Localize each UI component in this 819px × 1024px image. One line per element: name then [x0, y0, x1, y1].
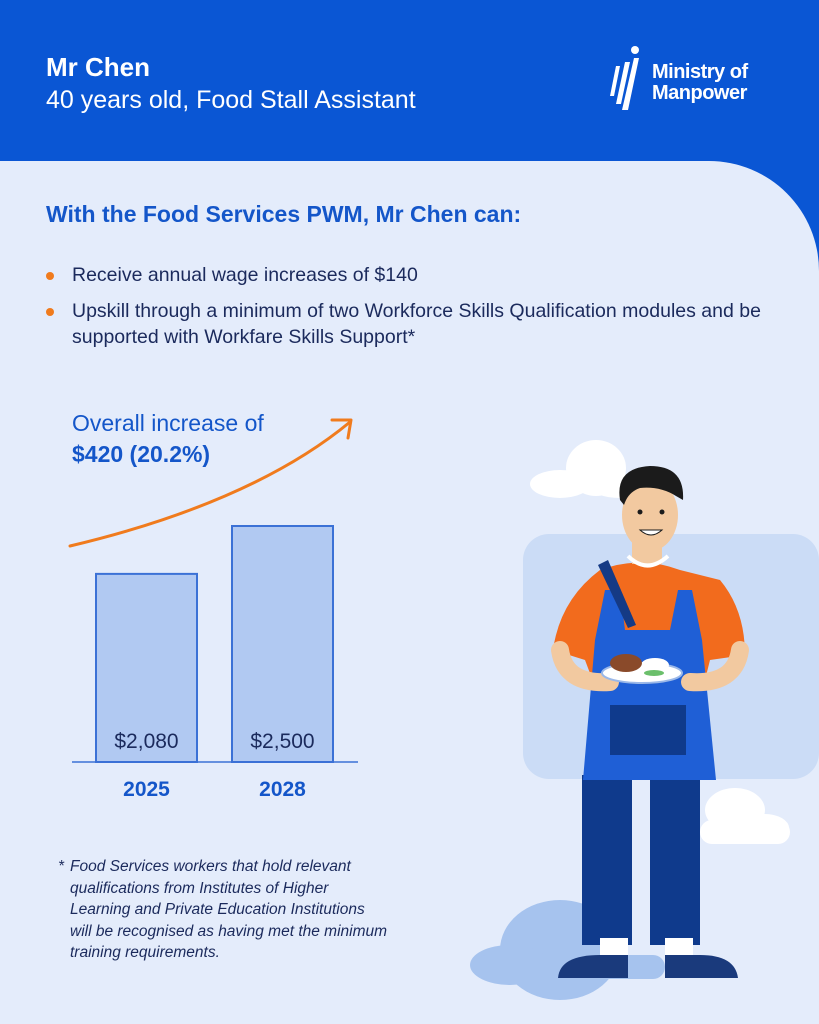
list-item: Upskill through a minimum of two Workfor… [46, 298, 786, 350]
growth-arrowhead [330, 418, 353, 440]
person-name: Mr Chen [46, 52, 150, 82]
benefit-list: Receive annual wage increases of $140 Up… [46, 262, 786, 360]
cloud-icon [470, 900, 665, 1000]
food-stall-worker-illustration [470, 440, 819, 1000]
mom-logo-mark-icon [610, 46, 639, 110]
mom-logo: Ministry of Manpower [606, 44, 776, 114]
bar-value-label: $2,080 [114, 730, 178, 753]
person-subtitle: 40 years old, Food Stall Assistant [46, 86, 416, 114]
logo-line2: Manpower [652, 82, 747, 104]
bullet-icon [46, 308, 54, 316]
increase-value: $420 (20.2%) [72, 441, 211, 467]
list-item: Receive annual wage increases of $140 [46, 262, 786, 288]
growth-arrow [68, 420, 352, 548]
section-heading: With the Food Services PWM, Mr Chen can: [46, 201, 522, 227]
bar-2028 [231, 525, 334, 763]
increase-label: Overall increase of [72, 410, 264, 436]
footnote-text: Food Services workers that hold relevant… [70, 858, 388, 961]
x-tick-label: 2028 [259, 778, 306, 801]
cloud-icon [700, 788, 790, 844]
footnote: * Food Services workers that hold releva… [58, 856, 388, 964]
logo-line1: Ministry of [652, 61, 748, 83]
bullet-icon [46, 272, 54, 280]
bar-value-label: $2,500 [250, 730, 314, 753]
wage-bar-chart: $2,080 2025 $2,500 2028 [68, 418, 358, 801]
x-tick-label: 2025 [123, 778, 170, 801]
footnote-marker: * [58, 858, 65, 875]
